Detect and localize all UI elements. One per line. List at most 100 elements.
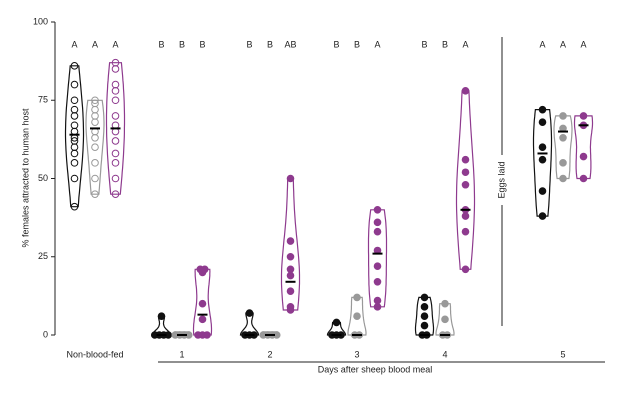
point bbox=[373, 277, 382, 286]
point bbox=[538, 143, 547, 151]
point bbox=[91, 96, 99, 105]
point bbox=[373, 227, 382, 236]
point bbox=[111, 65, 120, 73]
point bbox=[111, 149, 120, 158]
point bbox=[70, 137, 79, 145]
point bbox=[559, 174, 567, 183]
violin bbox=[85, 99, 105, 195]
point bbox=[353, 312, 361, 321]
violin bbox=[105, 62, 126, 195]
point bbox=[579, 112, 588, 120]
point bbox=[559, 159, 567, 167]
letter: B bbox=[267, 39, 273, 49]
y-tick-label: 75 bbox=[38, 95, 48, 105]
point bbox=[373, 218, 382, 227]
letter: B bbox=[333, 39, 339, 49]
point bbox=[286, 237, 295, 245]
letter: B bbox=[199, 39, 205, 49]
point bbox=[461, 265, 470, 274]
violin bbox=[192, 268, 213, 336]
point bbox=[286, 265, 295, 274]
point bbox=[286, 303, 295, 311]
letter: A bbox=[539, 39, 545, 49]
y-tick-label: 50 bbox=[38, 173, 48, 183]
point bbox=[111, 87, 120, 95]
y-tick-label: 0 bbox=[43, 329, 48, 339]
point bbox=[111, 159, 120, 167]
point bbox=[70, 143, 79, 151]
point bbox=[461, 168, 470, 177]
point bbox=[461, 87, 470, 95]
letter: B bbox=[354, 39, 360, 49]
point bbox=[461, 155, 470, 164]
point bbox=[111, 174, 120, 183]
x-tick-label: 1 bbox=[179, 349, 184, 359]
point bbox=[579, 152, 588, 161]
violin bbox=[414, 296, 435, 336]
point bbox=[157, 312, 166, 321]
violin bbox=[435, 303, 455, 336]
x-tick-label: 4 bbox=[442, 349, 447, 359]
point bbox=[111, 58, 120, 67]
letter: B bbox=[158, 39, 164, 49]
point bbox=[538, 105, 547, 114]
point bbox=[70, 174, 79, 183]
point bbox=[70, 80, 79, 89]
point bbox=[286, 287, 295, 295]
letter: A bbox=[374, 39, 380, 49]
point bbox=[441, 315, 449, 324]
point bbox=[70, 105, 79, 114]
violin bbox=[347, 296, 367, 336]
point bbox=[461, 212, 470, 220]
point bbox=[286, 174, 295, 183]
point bbox=[373, 296, 382, 305]
point bbox=[461, 227, 470, 236]
y-tick-label: 25 bbox=[38, 251, 48, 261]
point bbox=[111, 137, 120, 145]
point bbox=[91, 134, 99, 142]
point bbox=[373, 303, 382, 311]
point bbox=[91, 112, 99, 120]
point bbox=[538, 155, 547, 164]
point bbox=[538, 118, 547, 126]
point bbox=[332, 318, 341, 327]
violin bbox=[367, 209, 388, 308]
point bbox=[70, 149, 79, 158]
point bbox=[559, 112, 567, 120]
violin bbox=[573, 115, 594, 180]
violin bbox=[553, 115, 573, 180]
point bbox=[111, 190, 120, 198]
x-tick-label: 5 bbox=[560, 349, 565, 359]
point bbox=[91, 105, 99, 114]
point bbox=[286, 252, 295, 261]
x-tick-label: Non-blood-fed bbox=[66, 349, 123, 359]
letter: A bbox=[560, 39, 566, 49]
point bbox=[420, 293, 429, 302]
violin bbox=[64, 65, 85, 208]
point bbox=[111, 112, 120, 120]
letter: A bbox=[92, 39, 98, 49]
violin bbox=[532, 109, 553, 217]
point bbox=[91, 118, 99, 126]
point bbox=[111, 96, 120, 105]
point bbox=[91, 190, 99, 198]
letter: B bbox=[421, 39, 427, 49]
point bbox=[420, 321, 429, 330]
point bbox=[245, 309, 254, 317]
point bbox=[91, 143, 99, 151]
point bbox=[559, 134, 567, 142]
point bbox=[538, 187, 547, 195]
point bbox=[579, 174, 588, 183]
point bbox=[353, 293, 361, 302]
x-tick-label: 3 bbox=[354, 349, 359, 359]
x-tick-label: 2 bbox=[267, 349, 272, 359]
point bbox=[91, 99, 99, 108]
x-axis-label: Days after sheep blood meal bbox=[318, 364, 433, 374]
point bbox=[538, 212, 547, 220]
violin bbox=[326, 321, 347, 336]
point bbox=[70, 202, 79, 211]
letter: A bbox=[580, 39, 586, 49]
point bbox=[70, 112, 79, 120]
y-tick-label: 100 bbox=[33, 16, 48, 26]
